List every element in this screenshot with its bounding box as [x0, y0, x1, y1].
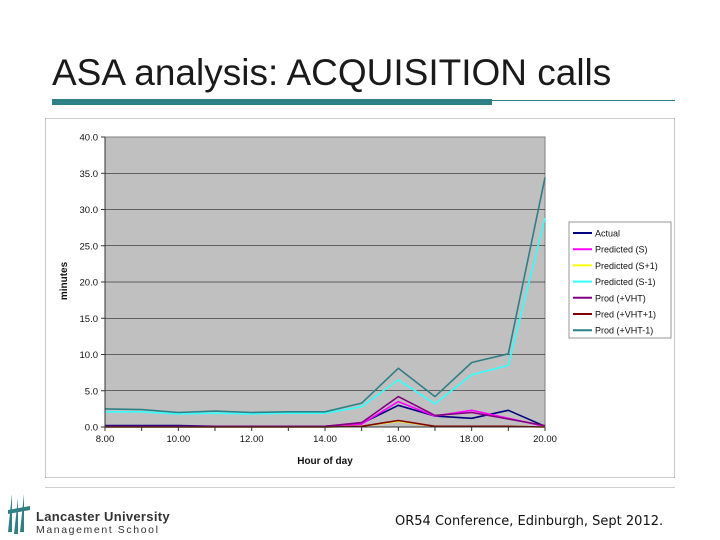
legend-label-4: Prod (+VHT)	[595, 293, 646, 303]
x-axis-ticks: 8.00 10.00 12.00 14.00 16.00 18.00 20.00	[96, 426, 557, 445]
x-tick-label: 10.00	[166, 434, 190, 445]
y-axis-ticks: 0.0 5.0 10.0 15.0 20.0 25.0 30.0 35.0 40.0	[80, 133, 106, 434]
title-underline-thin	[492, 100, 675, 101]
legend-label-6: Prod (+VHT-1)	[595, 326, 653, 336]
legend-box	[568, 221, 672, 339]
legend-label-5: Pred (+VHT+1)	[595, 310, 656, 320]
logo-university-name: Lancaster University	[36, 509, 170, 524]
y-tick-label: 0.0	[85, 423, 98, 434]
legend-label-3: Predicted (S-1)	[595, 277, 656, 287]
y-tick-label: 10.0	[80, 350, 99, 361]
x-tick-label: 12.00	[240, 434, 264, 445]
footer-divider	[45, 487, 675, 488]
y-axis-label: minutes	[59, 261, 70, 300]
y-tick-label: 5.0	[85, 386, 98, 397]
footer-conference: OR54 Conference, Edinburgh, Sept 2012.	[395, 514, 664, 529]
legend: Actual Predicted (S) Predicted (S+1) Predic…	[568, 221, 672, 339]
y-tick-label: 25.0	[80, 241, 99, 252]
x-tick-label: 18.00	[460, 434, 484, 445]
x-tick-label: 20.00	[533, 434, 557, 445]
y-tick-label: 15.0	[80, 314, 99, 325]
series-line-6	[104, 177, 546, 414]
x-tick-label: 8.00	[96, 434, 115, 445]
y-tick-label: 20.0	[80, 278, 99, 289]
x-tick-label: 14.00	[313, 434, 337, 445]
legend-label-0: Actual	[595, 229, 620, 239]
gridlines	[105, 172, 545, 392]
title-underline-thick	[52, 99, 492, 105]
x-axis-label: Hour of day	[297, 456, 353, 467]
y-tick-label: 35.0	[80, 169, 99, 180]
y-tick-label: 30.0	[80, 205, 99, 216]
y-tick-label: 40.0	[80, 133, 99, 144]
legend-label-1: Predicted (S)	[595, 245, 648, 255]
university-logo-icon	[8, 494, 30, 534]
slide-title: ASA analysis: ACQUISITION calls	[52, 52, 612, 93]
x-tick-label: 16.00	[386, 434, 410, 445]
asa-line-chart: 0.0 5.0 10.0 15.0 20.0 25.0 30.0 35.0 40.0 8.00 1…	[45, 118, 675, 478]
legend-label-2: Predicted (S+1)	[595, 261, 658, 271]
series-line-3	[105, 218, 546, 415]
logo-school-name: Management School	[36, 524, 160, 536]
